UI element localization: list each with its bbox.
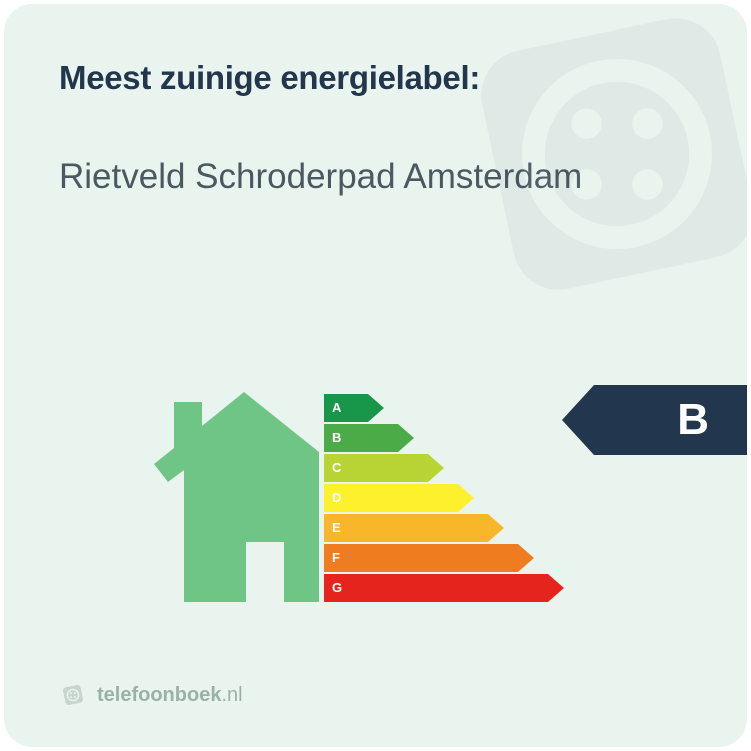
rating-letter: B [677, 385, 709, 455]
watermark-icon [427, 4, 747, 344]
energy-bar-label: G [332, 574, 342, 602]
energy-bar-label: F [332, 544, 340, 572]
brand-tld: .nl [221, 684, 242, 706]
rating-badge: B [562, 385, 747, 455]
energy-bar-label: E [332, 514, 341, 542]
energy-bar-label: D [332, 484, 341, 512]
footer-brand: telefoonboek.nl [59, 681, 243, 709]
energy-bar-label: B [332, 424, 341, 452]
energy-bar-label: C [332, 454, 341, 482]
energy-bar-label: A [332, 394, 341, 422]
footer-text: telefoonboek.nl [97, 684, 243, 707]
house-icon [154, 392, 319, 602]
phonebook-icon [59, 681, 87, 709]
brand-name: telefoonboek [97, 684, 221, 706]
info-card: Meest zuinige energielabel: Rietveld Sch… [4, 4, 747, 747]
